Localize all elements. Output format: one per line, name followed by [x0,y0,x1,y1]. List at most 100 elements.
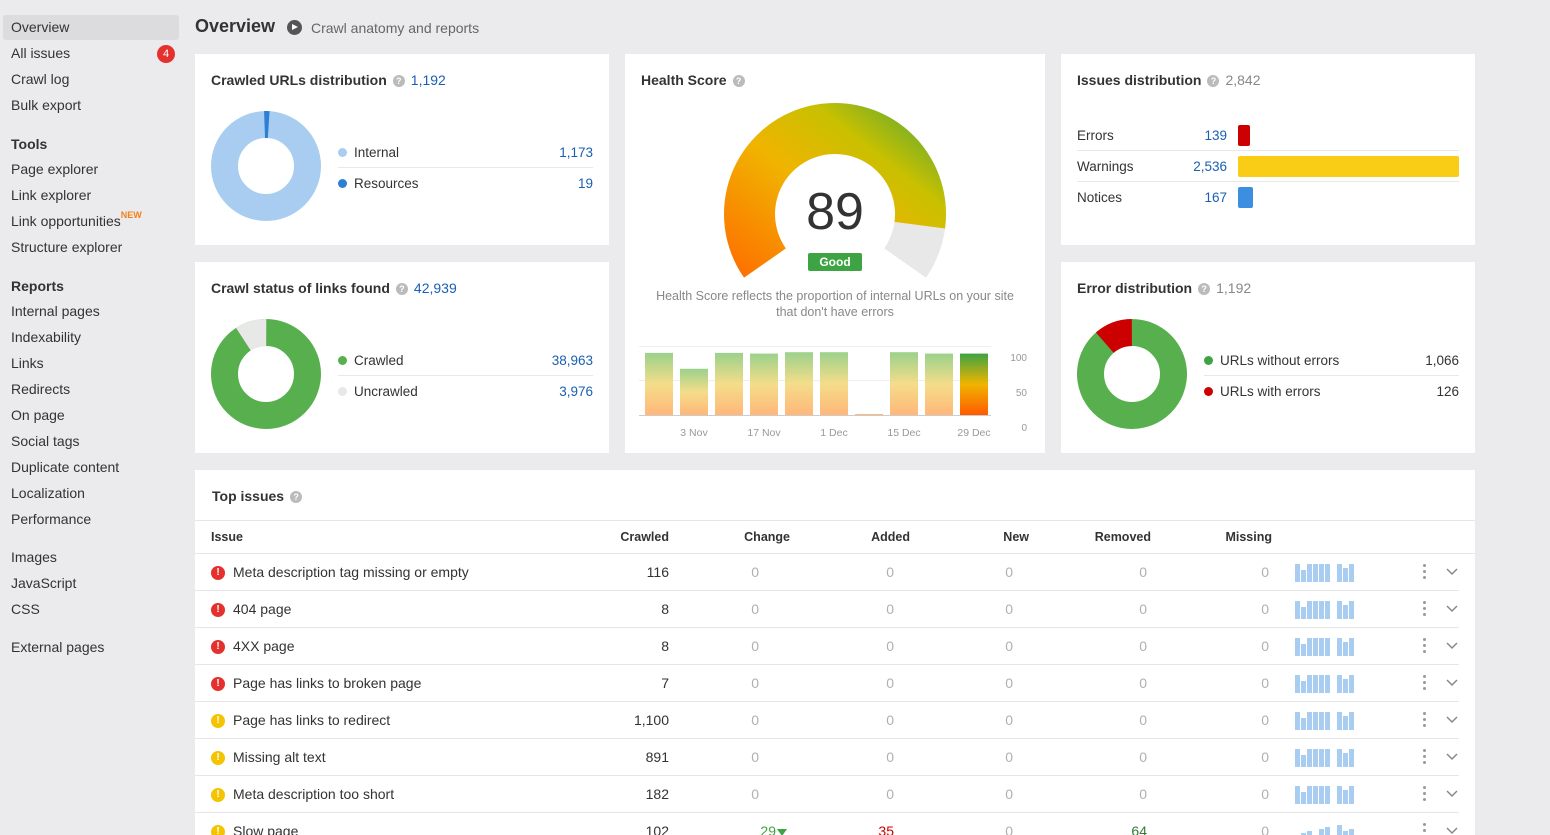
chevron-down-icon[interactable] [1445,675,1459,689]
sidebar-item-link-explorer[interactable]: Link explorer [3,183,179,208]
help-icon[interactable]: ? [1198,283,1211,295]
added-value[interactable]: 35 [878,823,894,835]
trend-sparkline [1295,564,1354,582]
help-icon[interactable]: ? [290,491,303,503]
issue-name[interactable]: Meta description tag missing or empty [233,564,469,580]
crawled-count[interactable]: 8 [661,638,669,654]
table-row[interactable]: ! Page has links to redirect 1,100 0 0 0 0 0 [195,702,1459,739]
sidebar-item-crawl-log[interactable]: Crawl log [3,67,179,92]
sidebar-item-external-pages[interactable]: External pages [3,635,179,660]
chevron-down-icon[interactable] [1445,823,1459,835]
more-options-icon[interactable] [1423,675,1427,691]
card-total-link[interactable]: 42,939 [413,280,457,296]
card-total-link[interactable]: 1,192 [410,72,446,88]
more-options-icon[interactable] [1423,712,1427,728]
sidebar-item-links[interactable]: Links [3,351,179,376]
legend-row-without-errors[interactable]: URLs without errors 1,066 [1204,345,1459,376]
sidebar-item-redirects[interactable]: Redirects [3,377,179,402]
help-icon[interactable]: ? [1207,75,1220,87]
crawled-count[interactable]: 116 [646,564,669,580]
chevron-down-icon[interactable] [1445,786,1459,800]
more-options-icon[interactable] [1423,564,1427,580]
table-row[interactable]: ! 4XX page 8 0 0 0 0 0 [195,628,1459,665]
sidebar-item-overview[interactable]: Overview [3,15,179,40]
dist-row-warnings[interactable]: Warnings 2,536 [1077,151,1459,182]
table-row[interactable]: ! Page has links to broken page 7 0 0 0 0 0 [195,665,1459,702]
legend-row-crawled[interactable]: Crawled 38,963 [338,345,593,376]
dist-value[interactable]: 139 [1204,128,1227,143]
sidebar-item-all-issues[interactable]: All issues 4 [3,41,179,66]
legend-row-uncrawled[interactable]: Uncrawled 3,976 [338,376,593,407]
dist-value[interactable]: 2,536 [1193,159,1227,174]
chevron-down-icon[interactable] [1445,638,1459,652]
table-row[interactable]: ! 404 page 8 0 0 0 0 0 [195,591,1459,628]
sidebar-item-indexability[interactable]: Indexability [3,325,179,350]
more-options-icon[interactable] [1423,823,1427,835]
sidebar-item-on-page[interactable]: On page [3,403,179,428]
crawled-count[interactable]: 891 [645,749,669,765]
column-issue[interactable]: Issue [211,530,243,544]
column-change[interactable]: Change [744,530,790,544]
sidebar-item-javascript[interactable]: JavaScript [3,571,179,596]
issue-name[interactable]: Slow page [233,823,299,835]
more-options-icon[interactable] [1423,749,1427,765]
sidebar-item-page-explorer[interactable]: Page explorer [3,157,179,182]
sidebar-item-localization[interactable]: Localization [3,481,179,506]
chevron-down-icon[interactable] [1445,749,1459,763]
sidebar-item-social-tags[interactable]: Social tags [3,429,179,454]
crawled-count[interactable]: 102 [645,823,669,835]
crawled-count[interactable]: 8 [661,601,669,617]
issue-name[interactable]: 4XX page [233,638,295,654]
play-icon[interactable] [287,20,302,35]
column-missing[interactable]: Missing [1225,530,1272,544]
dist-row-errors[interactable]: Errors 139 [1077,120,1459,151]
legend-value[interactable]: 3,976 [559,384,593,399]
column-removed[interactable]: Removed [1094,530,1151,544]
more-options-icon[interactable] [1423,786,1427,802]
legend-row-internal[interactable]: Internal 1,173 [338,137,593,168]
dist-value[interactable]: 167 [1204,190,1227,205]
help-icon[interactable]: ? [395,283,408,295]
card-title-row: Health Score? [641,72,745,88]
sidebar-item-performance[interactable]: Performance [3,507,179,532]
legend-row-with-errors[interactable]: URLs with errors 126 [1204,376,1459,407]
crawl-anatomy-link[interactable]: Crawl anatomy and reports [311,20,480,36]
help-icon[interactable]: ? [732,75,745,87]
sidebar-item-images[interactable]: Images [3,545,179,570]
issue-name[interactable]: 404 page [233,601,292,617]
change-value: 0 [751,712,759,728]
crawled-count[interactable]: 1,100 [633,712,669,728]
help-icon[interactable]: ? [392,75,405,87]
sidebar-item-internal-pages[interactable]: Internal pages [3,299,179,324]
chevron-down-icon[interactable] [1445,712,1459,726]
legend-row-resources[interactable]: Resources 19 [338,168,593,199]
crawled-count[interactable]: 7 [661,675,669,691]
issue-name[interactable]: Page has links to broken page [233,675,422,691]
more-options-icon[interactable] [1423,638,1427,654]
table-row[interactable]: ! Meta description too short 182 0 0 0 0 0 [195,776,1459,813]
new-value: 0 [1005,823,1013,835]
legend-value[interactable]: 1,173 [559,145,593,160]
issue-name[interactable]: Meta description too short [233,786,395,802]
column-crawled[interactable]: Crawled [620,530,669,544]
chevron-down-icon[interactable] [1445,601,1459,615]
issue-name[interactable]: Missing alt text [233,749,326,765]
legend-value[interactable]: 38,963 [551,353,593,368]
sidebar-item-bulk-export[interactable]: Bulk export [3,93,179,118]
column-added[interactable]: Added [871,530,910,544]
table-row[interactable]: ! Meta description tag missing or empty 11… [195,554,1459,591]
table-row[interactable]: ! Slow page 102 29 35 0 64 0 [195,813,1459,835]
more-options-icon[interactable] [1423,601,1427,617]
dist-row-notices[interactable]: Notices 167 [1077,182,1459,213]
sidebar-item-structure-explorer[interactable]: Structure explorer [3,235,179,260]
removed-value[interactable]: 64 [1131,823,1147,835]
sidebar-item-css[interactable]: CSS [3,597,179,622]
table-row[interactable]: ! Missing alt text 891 0 0 0 0 0 [195,739,1459,776]
chevron-down-icon[interactable] [1445,564,1459,578]
sidebar-item-link-opportunities[interactable]: Link opportunitiesNEW [3,209,179,234]
issue-name[interactable]: Page has links to redirect [233,712,391,728]
legend-value[interactable]: 19 [577,176,593,191]
sidebar-item-duplicate-content[interactable]: Duplicate content [3,455,179,480]
column-new[interactable]: New [1003,530,1029,544]
crawled-count[interactable]: 182 [645,786,669,802]
